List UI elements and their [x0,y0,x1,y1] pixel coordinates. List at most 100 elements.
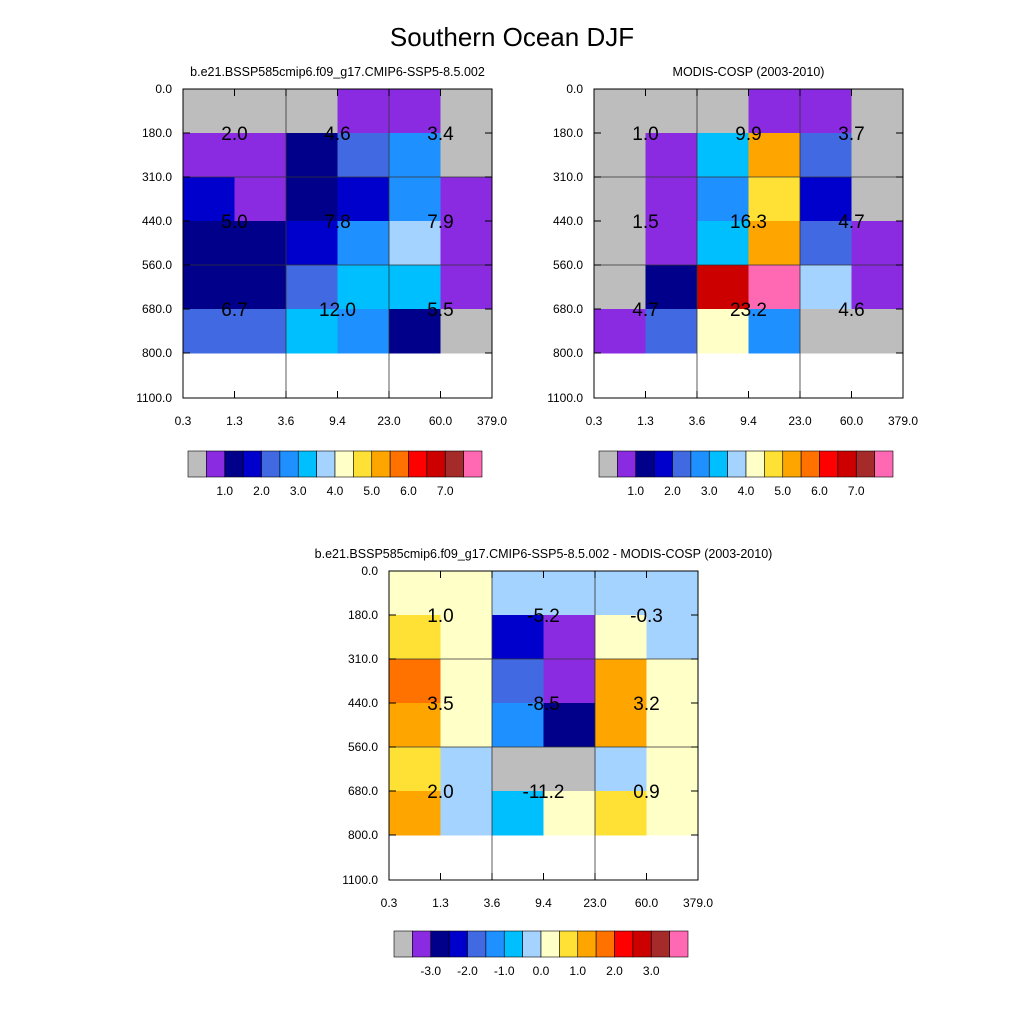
heatmap-cell [851,221,904,266]
block-value-label: 2.0 [427,782,453,803]
figure-title: Southern Ocean DJF [390,22,634,52]
colorbar-swatch [297,450,317,478]
x-tick-label: 23.0 [788,414,812,428]
colorbar-swatch [261,450,281,478]
heatmap-cell [697,309,749,354]
colorbar-label: 0.0 [533,964,550,978]
heatmap-cell [286,309,338,354]
block-value-label: 3.5 [427,694,453,715]
block-value-label: 16.3 [730,212,767,233]
heatmap-cell [543,703,596,748]
colorbar-swatch [819,450,839,478]
heatmap-cell [389,177,441,222]
colorbar-swatch [559,930,579,958]
colorbar-label: 1.0 [569,964,586,978]
x-tick-label: 379.0 [888,414,918,428]
x-tick-label: 3.6 [689,414,706,428]
colorbar-label: 6.0 [811,484,828,498]
heatmap-cell [440,221,493,266]
heatmap-cell [595,571,647,616]
heatmap-cell [646,615,699,660]
heatmap-cell [440,659,493,704]
colorbar-swatch [279,450,299,478]
heatmap-cell [337,133,390,178]
heatmap-cell [389,133,441,178]
x-tick-label: 23.0 [377,414,401,428]
heatmap-cell [440,309,493,354]
block-value-label: 4.6 [324,124,350,145]
y-tick-label: 800.0 [348,828,378,842]
y-tick-label: 0.0 [155,82,172,96]
heatmap-cell [800,133,852,178]
heatmap-cell [594,177,646,222]
heatmap-cell [645,133,698,178]
heatmap-cell [851,133,904,178]
heatmap-cell [748,309,801,354]
heatmap-cell [183,89,235,134]
colorbar-label: 4.0 [327,484,344,498]
heatmap-cell [337,89,390,134]
colorbar-swatch [485,930,505,958]
colorbar-label: -2.0 [457,964,478,978]
colorbar-swatch [448,930,468,958]
x-tick-label: 60.0 [635,896,659,910]
colorbar-swatch [690,450,710,478]
heatmap-cell [595,791,647,836]
y-tick-label: 560.0 [348,740,378,754]
colorbar-swatch [855,450,875,478]
heatmap-cell [748,177,801,222]
block-value-label: 4.7 [838,212,864,233]
colorbar-swatch [672,450,692,478]
colorbar-swatch [334,450,354,478]
y-tick-label: 180.0 [553,126,583,140]
heatmap-cell [440,571,493,616]
y-tick-label: 180.0 [142,126,172,140]
heatmap-cell [748,221,801,266]
colorbar-swatch [540,930,560,958]
heatmap-cell [595,747,647,792]
y-tick-label: 800.0 [142,346,172,360]
x-tick-label: 379.0 [683,896,713,910]
heatmap-cell [697,133,749,178]
block-value-label: 5.5 [427,300,453,321]
heatmap-cell [389,659,441,704]
heatmap-cell [337,221,390,266]
x-tick-label: 3.6 [278,414,295,428]
colorbar: -3.0 -2.0 -1.0 0.0 1.0 2.0 3.0 [393,930,689,978]
heatmap-cell [543,571,596,616]
x-tick-label: 9.4 [535,896,552,910]
heatmap-cell [646,747,699,792]
heatmap-cell [697,221,749,266]
colorbar-swatch [444,450,464,478]
heatmap-cell [234,133,287,178]
colorbar-label: 1.0 [627,484,644,498]
x-tick-label: 1.3 [637,414,654,428]
heatmap-cell [286,133,338,178]
block-value-label: 4.7 [632,300,658,321]
heatmap-cell [389,747,441,792]
heatmap-cell [543,615,596,660]
heatmap-cell [748,265,801,310]
heatmap-cell [389,309,441,354]
heatmap-cell [594,133,646,178]
colorbar-swatch [635,450,655,478]
heatmap-cell [543,659,596,704]
heatmap-cell [492,571,544,616]
heatmap-cell [183,133,235,178]
colorbar-swatch [353,450,373,478]
y-tick-label: 680.0 [553,302,583,316]
heatmap-cell [440,89,493,134]
heatmap-cell [440,265,493,310]
y-tick-label: 180.0 [348,608,378,622]
heatmap-cell [594,265,646,310]
y-tick-label: 0.0 [361,564,378,578]
colorbar-swatch [187,450,207,478]
heatmap-cell [595,703,647,748]
colorbar-label: 6.0 [400,484,417,498]
heatmap-cell [337,265,390,310]
colorbar-swatch [745,450,765,478]
heatmap-cell [645,309,698,354]
block-value-label: 2.0 [221,124,247,145]
heatmap-cell [595,615,647,660]
